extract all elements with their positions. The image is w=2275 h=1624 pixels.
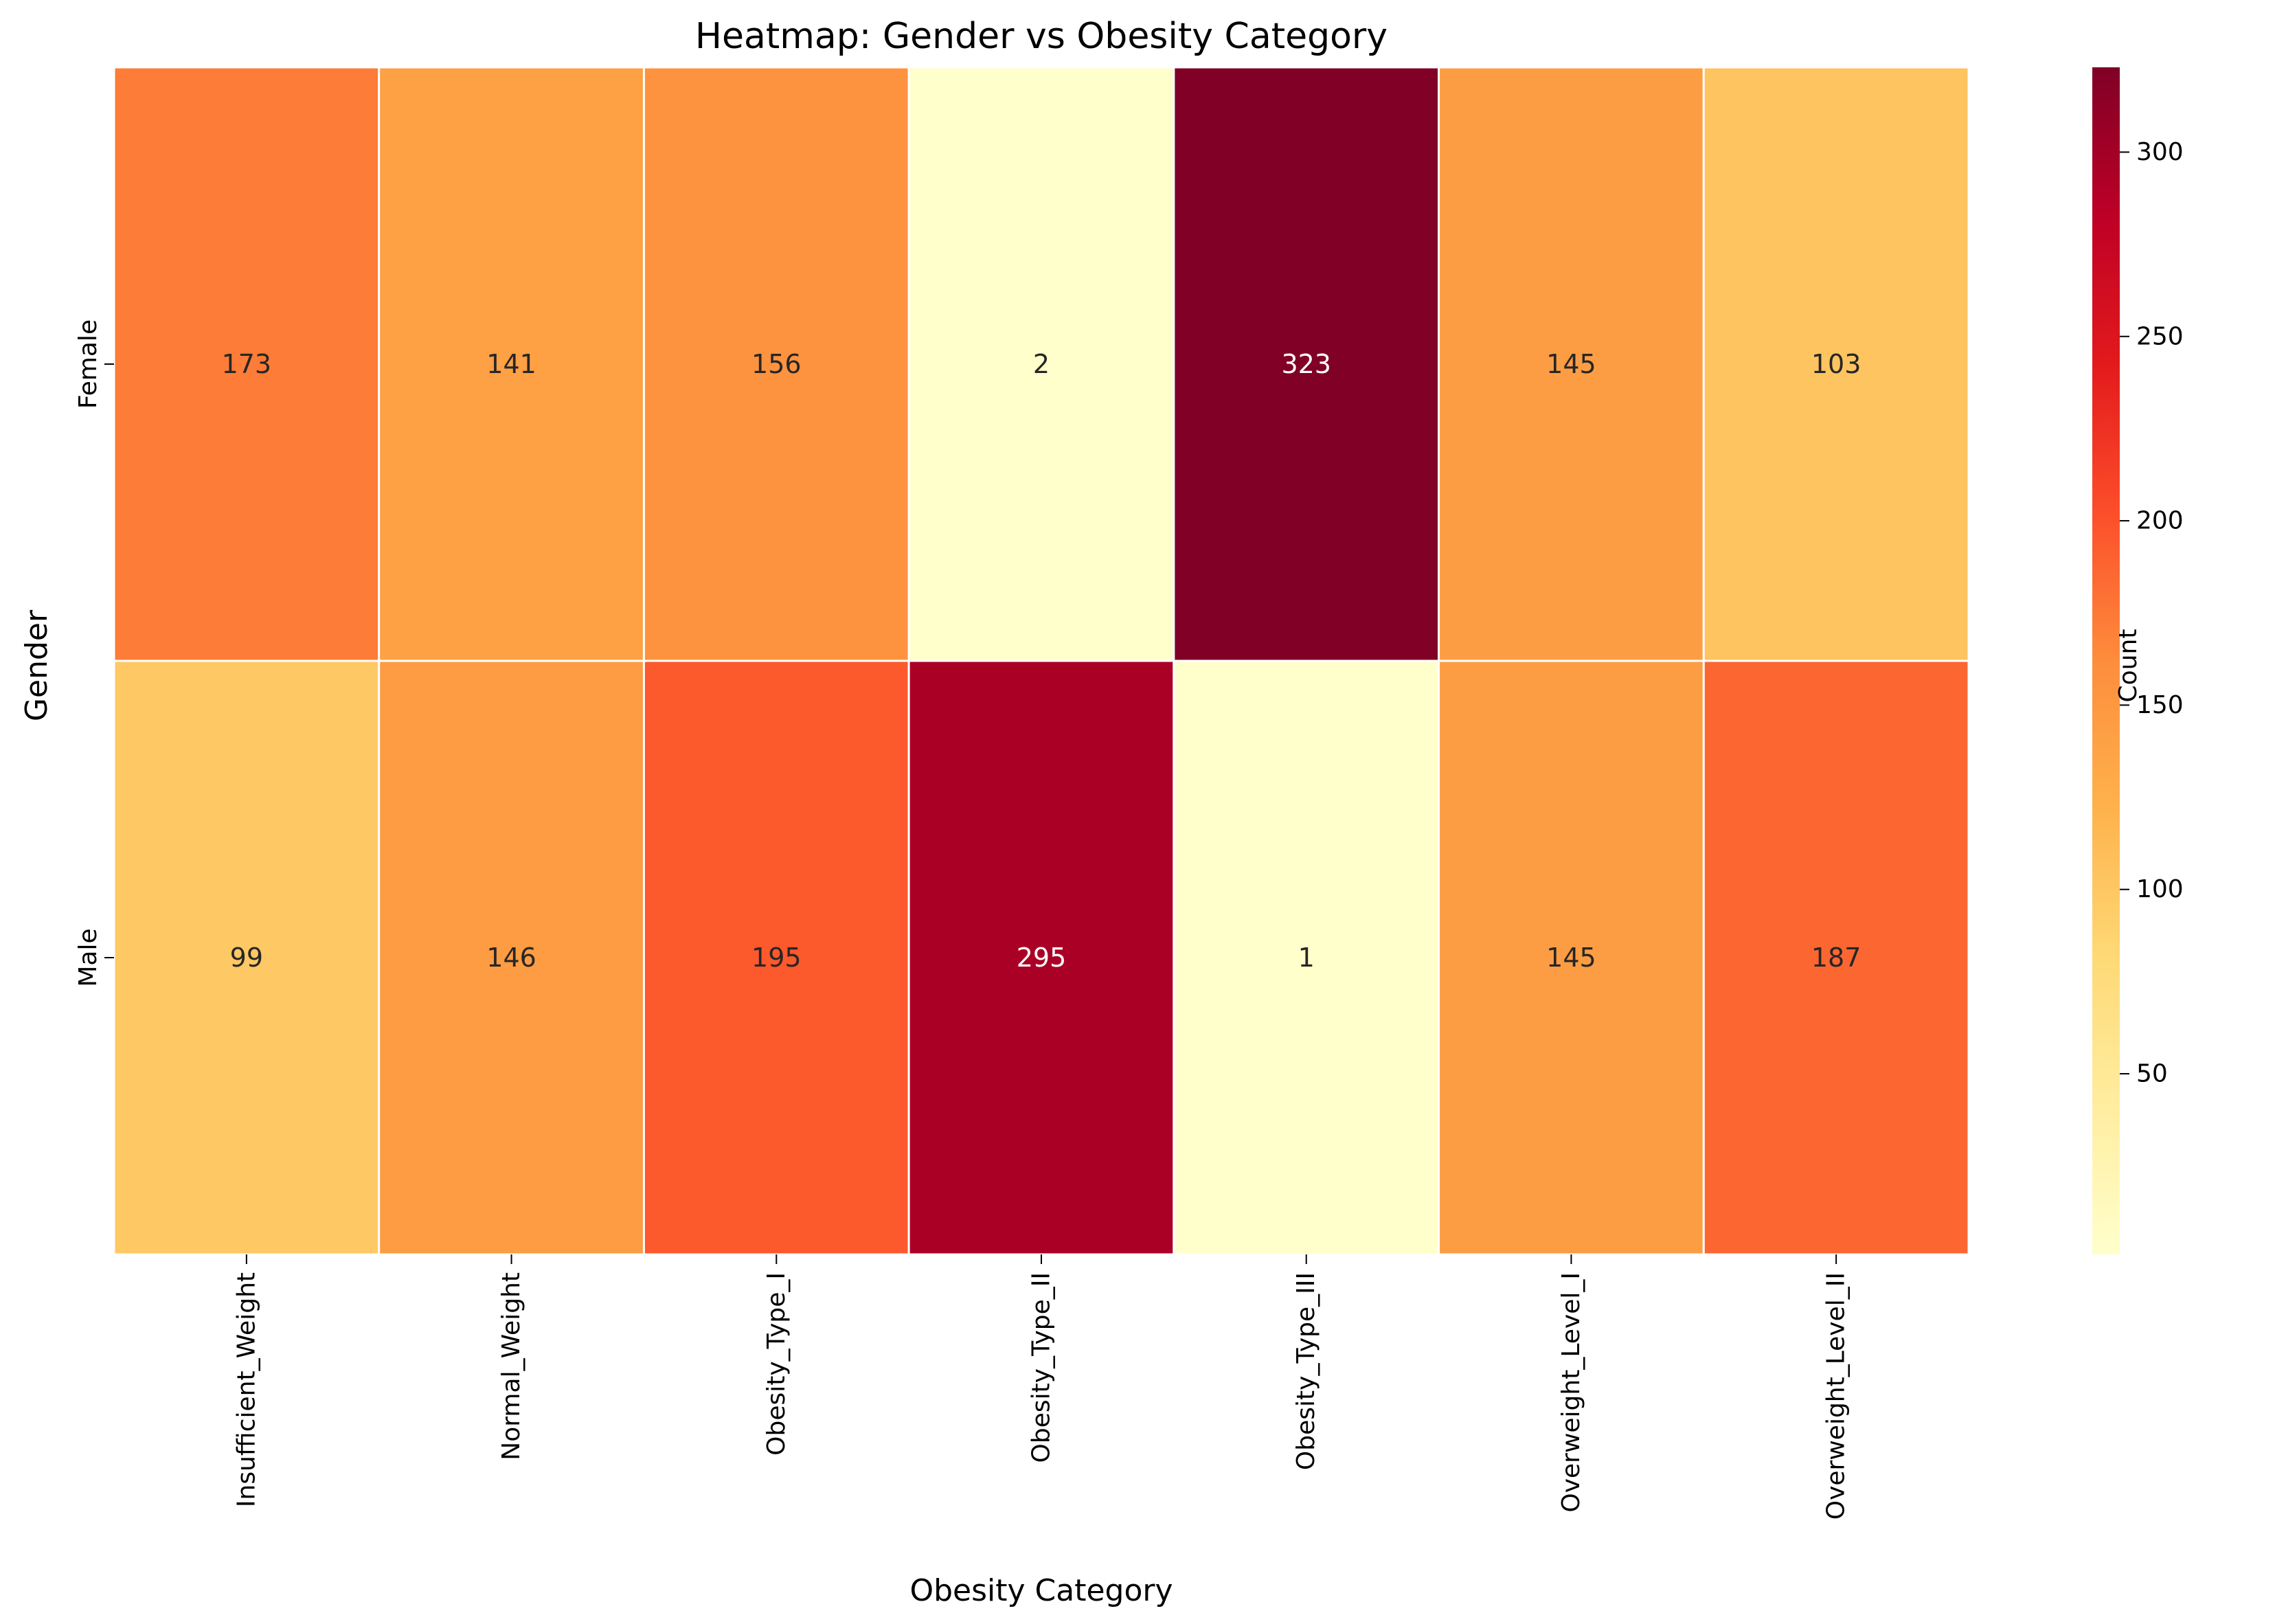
- heatmap-cell: [642, 66, 910, 662]
- cell-value-label: 146: [486, 943, 536, 973]
- x-axis-label: Obesity Category: [909, 1573, 1173, 1608]
- heatmap-cell: [113, 66, 381, 662]
- heatmap-cell: [378, 66, 645, 662]
- cell-value-label: 145: [1546, 943, 1596, 973]
- heatmap-cells: 173 141 156 2 323 145 103 99 146 195 295 1 145 187: [113, 66, 1970, 1256]
- heatmap-cell: [113, 659, 381, 1256]
- cell-value-label: 173: [222, 349, 272, 379]
- heatmap-cell: [1173, 659, 1440, 1256]
- x-tick-label: Overweight_Level_I: [1557, 1272, 1585, 1513]
- x-axis: Insufficient_Weight Normal_Weight Obesity_…: [232, 1254, 1850, 1520]
- cell-value-label: 323: [1281, 349, 1331, 379]
- y-axis-label: Gender: [19, 609, 54, 721]
- cell-value-label: 187: [1811, 943, 1861, 973]
- colorbar-tick-label: 250: [2136, 322, 2184, 350]
- x-tick-label: Obesity_Type_I: [762, 1272, 791, 1456]
- cell-value-label: 195: [751, 943, 802, 973]
- colorbar-tick-label: 150: [2136, 691, 2184, 719]
- colorbar-tick-label: 200: [2136, 507, 2184, 535]
- heatmap-cell: [1438, 659, 1705, 1256]
- cell-value-label: 295: [1017, 943, 1067, 973]
- cell-value-label: 156: [751, 349, 802, 379]
- chart-title: Heatmap: Gender vs Obesity Category: [695, 16, 1388, 57]
- y-axis: Female Male: [74, 319, 114, 987]
- cell-value-label: 103: [1811, 349, 1861, 379]
- cell-value-label: 99: [230, 943, 263, 973]
- colorbar-tick-label: 100: [2136, 875, 2184, 903]
- cell-value-label: 1: [1298, 943, 1315, 973]
- heatmap-cell: [642, 659, 910, 1256]
- y-tick-label: Female: [74, 319, 102, 409]
- colorbar-tick-label: 50: [2136, 1060, 2168, 1088]
- x-tick-label: Overweight_Level_II: [1822, 1272, 1850, 1520]
- colorbar-tick-label: 300: [2136, 138, 2184, 166]
- cell-value-label: 141: [486, 349, 536, 379]
- colorbar: 50 100 150 200 250 300: [2092, 67, 2184, 1254]
- heatmap-cell: [1702, 659, 1970, 1256]
- cell-value-label: 145: [1546, 349, 1596, 379]
- heatmap-cell: [1702, 66, 1970, 662]
- x-tick-label: Obesity_Type_III: [1292, 1272, 1320, 1470]
- colorbar-gradient: [2092, 67, 2120, 1254]
- x-tick-label: Insufficient_Weight: [232, 1272, 260, 1507]
- heatmap-cell: [907, 66, 1175, 662]
- heatmap-cell: [378, 659, 645, 1256]
- cell-value-label: 2: [1033, 349, 1050, 379]
- y-tick-label: Male: [74, 928, 102, 986]
- x-tick-label: Normal_Weight: [497, 1272, 525, 1461]
- x-tick-label: Obesity_Type_II: [1028, 1272, 1056, 1463]
- heatmap-cell: [1438, 66, 1705, 662]
- colorbar-label: Count: [2114, 629, 2142, 703]
